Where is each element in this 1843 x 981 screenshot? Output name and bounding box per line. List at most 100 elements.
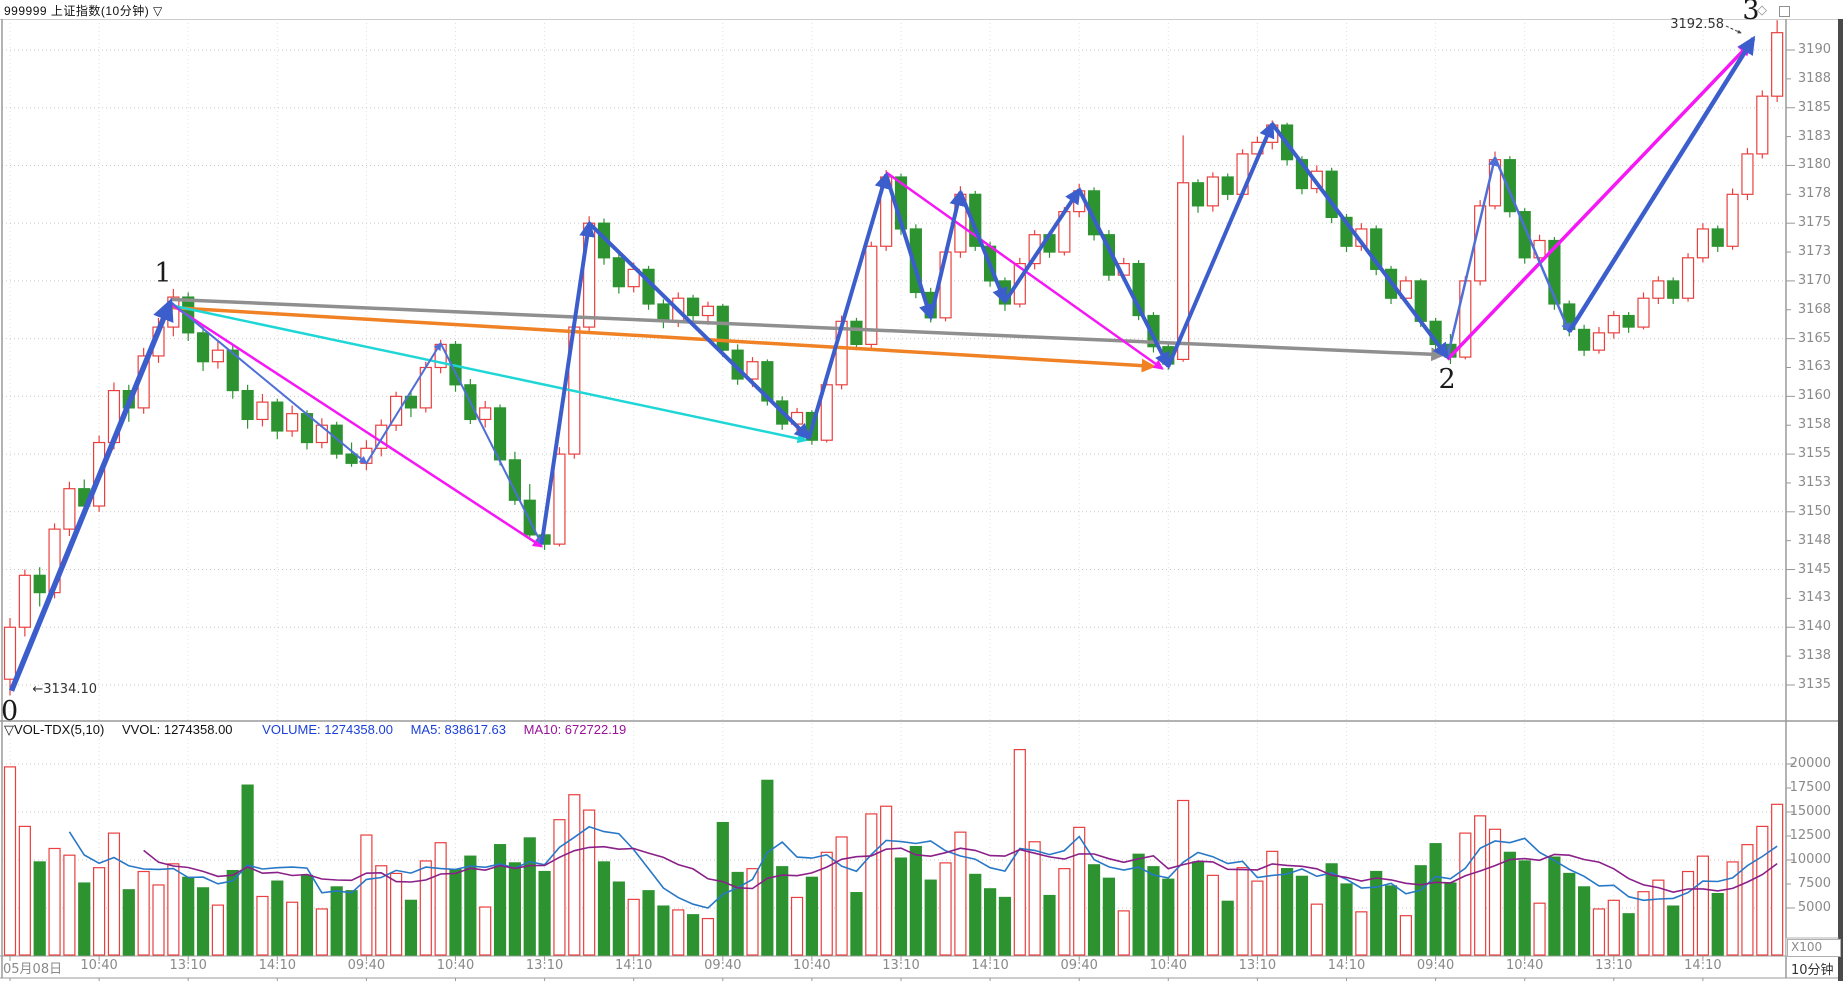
volume-bar[interactable] bbox=[1340, 883, 1353, 956]
candle[interactable] bbox=[701, 305, 715, 317]
volume-bar[interactable] bbox=[983, 888, 997, 956]
candle[interactable] bbox=[1191, 182, 1205, 207]
volume-bar[interactable] bbox=[92, 867, 106, 956]
candle[interactable] bbox=[271, 401, 284, 432]
volume-bar[interactable] bbox=[568, 794, 581, 956]
volume-bar[interactable] bbox=[434, 842, 447, 956]
volume-bar[interactable] bbox=[1726, 861, 1739, 956]
volume-bar[interactable] bbox=[1028, 841, 1041, 956]
candle[interactable] bbox=[553, 453, 566, 545]
restore-window-icon[interactable] bbox=[1779, 3, 1793, 17]
candle[interactable] bbox=[1132, 262, 1145, 317]
volume-bar[interactable] bbox=[107, 832, 121, 956]
volume-bar[interactable] bbox=[1741, 844, 1754, 956]
candle[interactable] bbox=[1013, 262, 1026, 305]
volume-bar[interactable] bbox=[508, 862, 521, 956]
candle[interactable] bbox=[1295, 159, 1309, 190]
volume-bar[interactable] bbox=[1399, 915, 1413, 956]
volume-bar[interactable] bbox=[1548, 856, 1561, 956]
volume-bar[interactable] bbox=[3, 766, 17, 956]
volume-bar[interactable] bbox=[1533, 902, 1546, 956]
volume-bar[interactable] bbox=[345, 890, 358, 956]
volume-bar[interactable] bbox=[182, 876, 195, 956]
volume-bar[interactable] bbox=[686, 914, 700, 956]
volume-bar[interactable] bbox=[672, 909, 685, 956]
candle[interactable] bbox=[196, 332, 210, 363]
candle[interactable] bbox=[1577, 328, 1591, 351]
candle[interactable] bbox=[1696, 228, 1710, 259]
volume-bar[interactable] bbox=[1310, 903, 1323, 956]
candle[interactable] bbox=[1087, 190, 1101, 236]
volume-bar[interactable] bbox=[1280, 868, 1294, 956]
volume-bar[interactable] bbox=[716, 821, 729, 956]
volume-bar[interactable] bbox=[1622, 913, 1635, 956]
candle[interactable] bbox=[226, 349, 239, 392]
volume-bar[interactable] bbox=[167, 863, 180, 956]
candle[interactable] bbox=[761, 361, 774, 402]
volume-bar[interactable] bbox=[1563, 872, 1576, 956]
volume-bar[interactable] bbox=[1102, 877, 1116, 956]
volume-bar[interactable] bbox=[1577, 886, 1591, 956]
volume-bar[interactable] bbox=[271, 880, 284, 956]
candle[interactable] bbox=[63, 488, 76, 530]
volume-bar[interactable] bbox=[1117, 910, 1130, 956]
candle[interactable] bbox=[1399, 280, 1413, 299]
candle[interactable] bbox=[1667, 280, 1680, 299]
volume-bar[interactable] bbox=[479, 906, 492, 956]
volume-bar[interactable] bbox=[894, 857, 908, 956]
volume-bar[interactable] bbox=[538, 870, 551, 956]
candle[interactable] bbox=[820, 384, 833, 441]
volume-bar[interactable] bbox=[612, 881, 625, 956]
volume-bar[interactable] bbox=[1147, 866, 1160, 956]
candle[interactable] bbox=[18, 574, 31, 628]
candle[interactable] bbox=[1503, 159, 1516, 213]
volume-bar[interactable] bbox=[375, 865, 388, 956]
volume-bar[interactable] bbox=[1087, 864, 1101, 956]
candle[interactable] bbox=[1102, 234, 1116, 276]
candle[interactable] bbox=[1206, 176, 1219, 207]
candle[interactable] bbox=[523, 499, 536, 536]
volume-bar[interactable] bbox=[969, 873, 982, 956]
candle[interactable] bbox=[508, 459, 521, 501]
volume-bar[interactable] bbox=[1177, 799, 1190, 956]
volume-bar[interactable] bbox=[1355, 911, 1368, 956]
volume-bar[interactable] bbox=[137, 870, 150, 956]
volume-bar[interactable] bbox=[805, 876, 819, 956]
volume-bar[interactable] bbox=[256, 895, 269, 956]
volume-bar[interactable] bbox=[746, 868, 759, 956]
symbol-title[interactable]: 999999 上证指数(10分钟) ▽ bbox=[4, 4, 163, 18]
indicator-name[interactable]: ▽VOL-TDX(5,10) bbox=[4, 722, 105, 737]
volume-bar[interactable] bbox=[954, 831, 967, 956]
volume-bar[interactable] bbox=[1295, 875, 1309, 956]
volume-bar[interactable] bbox=[1266, 850, 1279, 956]
volume-bar[interactable] bbox=[1474, 815, 1487, 956]
volume-bar[interactable] bbox=[1771, 803, 1784, 956]
volume-bar[interactable] bbox=[776, 866, 789, 956]
volume-bar[interactable] bbox=[48, 847, 61, 956]
volume-bar[interactable] bbox=[642, 890, 655, 956]
volume-bar[interactable] bbox=[1488, 828, 1502, 956]
volume-bar[interactable] bbox=[300, 874, 314, 956]
volume-bar[interactable] bbox=[18, 825, 31, 956]
volume-bar[interactable] bbox=[1696, 855, 1710, 956]
volume-bar[interactable] bbox=[1325, 863, 1338, 956]
volume-bar[interactable] bbox=[597, 861, 611, 956]
diamond-icon[interactable]: ◇ bbox=[1757, 2, 1767, 17]
candle[interactable] bbox=[1147, 314, 1160, 348]
volume-bar[interactable] bbox=[1429, 843, 1442, 956]
volume-bar[interactable] bbox=[390, 872, 403, 956]
candle[interactable] bbox=[716, 305, 729, 351]
candle[interactable] bbox=[1548, 239, 1561, 305]
volume-bar[interactable] bbox=[1503, 851, 1516, 956]
candle[interactable] bbox=[1518, 211, 1531, 259]
candle[interactable] bbox=[1756, 95, 1769, 155]
volume-bar[interactable] bbox=[360, 834, 373, 956]
candle[interactable] bbox=[1177, 182, 1190, 361]
candle[interactable] bbox=[1741, 153, 1754, 195]
volume-bar[interactable] bbox=[78, 882, 91, 956]
volume-bar[interactable] bbox=[1073, 826, 1086, 956]
candle[interactable] bbox=[211, 349, 224, 363]
candle[interactable] bbox=[1370, 228, 1383, 270]
volume-bar[interactable] bbox=[1444, 882, 1457, 956]
candle[interactable] bbox=[315, 424, 328, 444]
